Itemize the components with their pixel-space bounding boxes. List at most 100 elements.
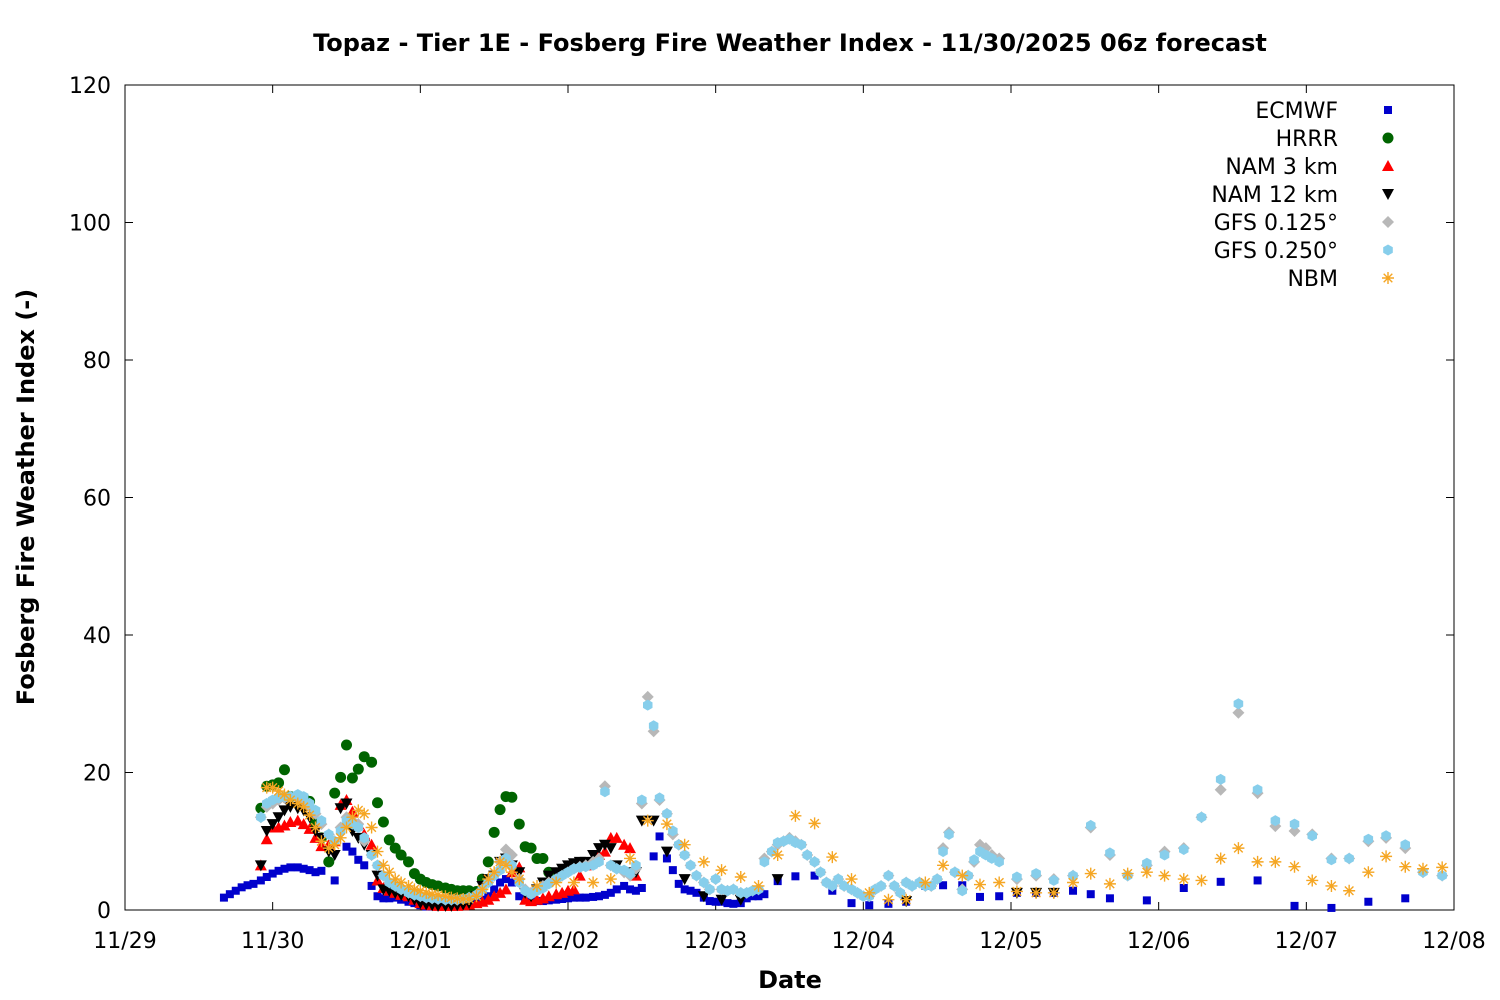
point-s6-63 xyxy=(919,876,932,889)
point-s6-47 xyxy=(624,852,637,865)
point-s5-66 xyxy=(662,808,672,820)
point-s0-112 xyxy=(1401,894,1410,903)
point-s1-41 xyxy=(506,791,518,803)
point-s1-4 xyxy=(278,764,290,776)
point-s3-4 xyxy=(278,805,291,817)
point-s0-1 xyxy=(225,890,234,899)
point-s6-40 xyxy=(505,866,518,879)
point-s6-18 xyxy=(371,845,384,858)
point-s5-72 xyxy=(699,877,709,888)
point-s5-63 xyxy=(643,699,653,711)
point-s6-7 xyxy=(303,809,316,822)
point-s1-20 xyxy=(377,816,389,828)
y-axis-label: Fosberg Fire Weather Index (-) xyxy=(12,289,40,705)
point-s6-89 xyxy=(1399,860,1412,873)
point-s2-38 xyxy=(488,890,501,902)
point-s0-15 xyxy=(311,868,320,877)
point-s1-39 xyxy=(494,804,506,816)
point-s0-109 xyxy=(1290,901,1299,910)
point-s0-65 xyxy=(631,886,640,895)
point-s5-47 xyxy=(544,878,554,890)
point-s6-80 xyxy=(1232,842,1245,855)
point-s1-24 xyxy=(403,856,415,868)
point-s0-8 xyxy=(268,869,277,878)
point-s1-23 xyxy=(395,849,407,861)
point-s0-19 xyxy=(348,847,357,856)
point-s5-138 xyxy=(1326,854,1337,866)
point-s6-35 xyxy=(476,883,489,896)
point-s5-141 xyxy=(1381,830,1391,842)
point-s5-17 xyxy=(359,832,369,844)
point-s3-12 xyxy=(328,850,341,861)
y-tick-label-5: 100 xyxy=(69,212,111,237)
legend: ECMWF HRRR NAM 3 km NAM 12 km GFS 0.125° GFS … xyxy=(1211,99,1394,292)
point-s6-46 xyxy=(604,873,617,886)
point-s0-4 xyxy=(243,881,252,890)
y-tick-label-2: 40 xyxy=(83,624,111,649)
point-s0-95 xyxy=(939,881,948,890)
point-s0-46 xyxy=(515,892,524,901)
legend-label-0: ECMWF xyxy=(1255,99,1338,124)
point-s6-51 xyxy=(697,855,710,868)
point-s5-136 xyxy=(1289,818,1300,830)
point-s6-36 xyxy=(482,873,495,886)
point-s5-93 xyxy=(827,880,838,892)
x-tick-label-9: 12/08 xyxy=(1422,929,1485,954)
point-s0-72 xyxy=(680,885,689,894)
point-s5-91 xyxy=(815,866,826,878)
point-s3-68 xyxy=(734,894,747,906)
point-s3-64 xyxy=(660,846,673,858)
point-s6-38 xyxy=(494,855,507,868)
point-s2-37 xyxy=(482,893,495,905)
point-s5-73 xyxy=(705,883,715,895)
point-s6-8 xyxy=(309,821,322,834)
point-s4-132 xyxy=(1214,783,1227,796)
x-tick-label-0: 11/29 xyxy=(93,929,156,954)
point-s1-44 xyxy=(525,842,537,854)
point-s6-10 xyxy=(322,842,335,855)
y-tick-label-3: 60 xyxy=(83,487,111,512)
point-s6-79 xyxy=(1214,852,1227,865)
point-s6-86 xyxy=(1343,884,1356,897)
point-s0-57 xyxy=(581,893,590,902)
point-s6-73 xyxy=(1103,877,1116,890)
point-s0-7 xyxy=(262,873,271,881)
point-s6-14 xyxy=(346,811,359,824)
point-s6-82 xyxy=(1269,855,1282,868)
point-s0-79 xyxy=(723,899,732,908)
point-s0-25 xyxy=(385,894,394,903)
point-s6-68 xyxy=(1010,885,1023,898)
point-s0-58 xyxy=(589,892,598,901)
point-s5-16 xyxy=(353,822,364,833)
point-s5-0 xyxy=(256,811,266,823)
point-s6-87 xyxy=(1362,866,1375,879)
point-s6-21 xyxy=(389,873,402,886)
point-s6-78 xyxy=(1195,874,1208,887)
x-tick-label-8: 12/07 xyxy=(1275,929,1338,954)
legend-marker-1 xyxy=(1382,132,1394,144)
point-s1-37 xyxy=(482,856,494,868)
point-s0-66 xyxy=(637,884,646,892)
point-s5-23 xyxy=(396,883,406,895)
point-s6-15 xyxy=(352,804,365,817)
point-s0-61 xyxy=(606,888,615,897)
point-s0-42 xyxy=(490,885,499,894)
point-s1-11 xyxy=(323,856,335,868)
point-s0-10 xyxy=(280,864,289,873)
point-s5-58 xyxy=(612,863,622,875)
point-s5-129 xyxy=(1159,849,1170,861)
point-s5-71 xyxy=(691,870,702,882)
point-s0-6 xyxy=(256,876,265,885)
point-s2-7 xyxy=(297,818,310,830)
point-s5-124 xyxy=(1068,870,1078,882)
point-s0-70 xyxy=(668,866,677,875)
point-s5-55 xyxy=(594,856,604,868)
point-s4-63 xyxy=(641,690,654,703)
point-s5-88 xyxy=(796,839,807,851)
point-s0-67 xyxy=(649,852,658,861)
x-tick-label-6: 12/05 xyxy=(979,929,1042,954)
point-s0-60 xyxy=(600,890,609,899)
point-s5-130 xyxy=(1179,844,1189,855)
point-s3-66 xyxy=(697,891,710,903)
